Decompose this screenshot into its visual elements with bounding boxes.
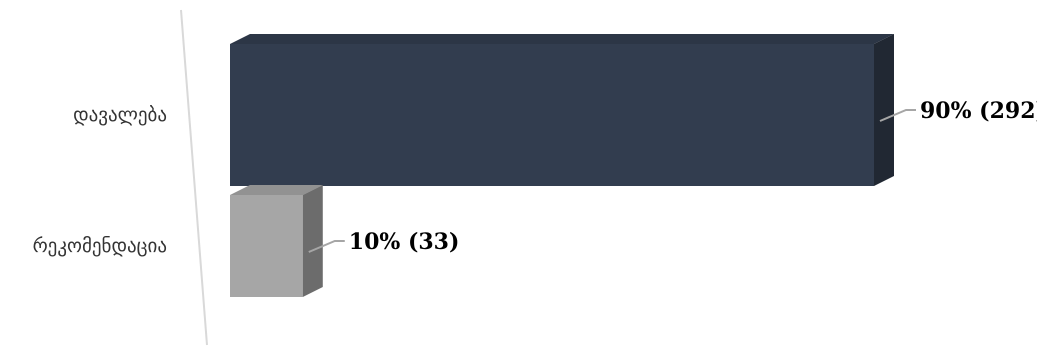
labels-group: დავალება 90% (292) რეკომენდაცია 10% (33) — [33, 98, 1037, 257]
bar-side-0 — [874, 34, 894, 186]
leader-line-1 — [308, 240, 345, 253]
category-axis-line — [180, 9, 208, 346]
bar-front-0 — [230, 44, 874, 186]
category-label-0: დავალება — [73, 104, 167, 126]
data-label-1: 10% (33) — [349, 229, 460, 255]
bar-top-1 — [230, 185, 323, 195]
bar-front-1 — [230, 195, 303, 297]
category-label-1: რეკომენდაცია — [33, 235, 167, 257]
leader-line-0 — [879, 109, 916, 122]
bar-top-0 — [230, 34, 894, 44]
bar-side-1 — [302, 185, 323, 297]
data-label-0: 90% (292) — [920, 98, 1037, 124]
bars-group — [230, 34, 894, 297]
